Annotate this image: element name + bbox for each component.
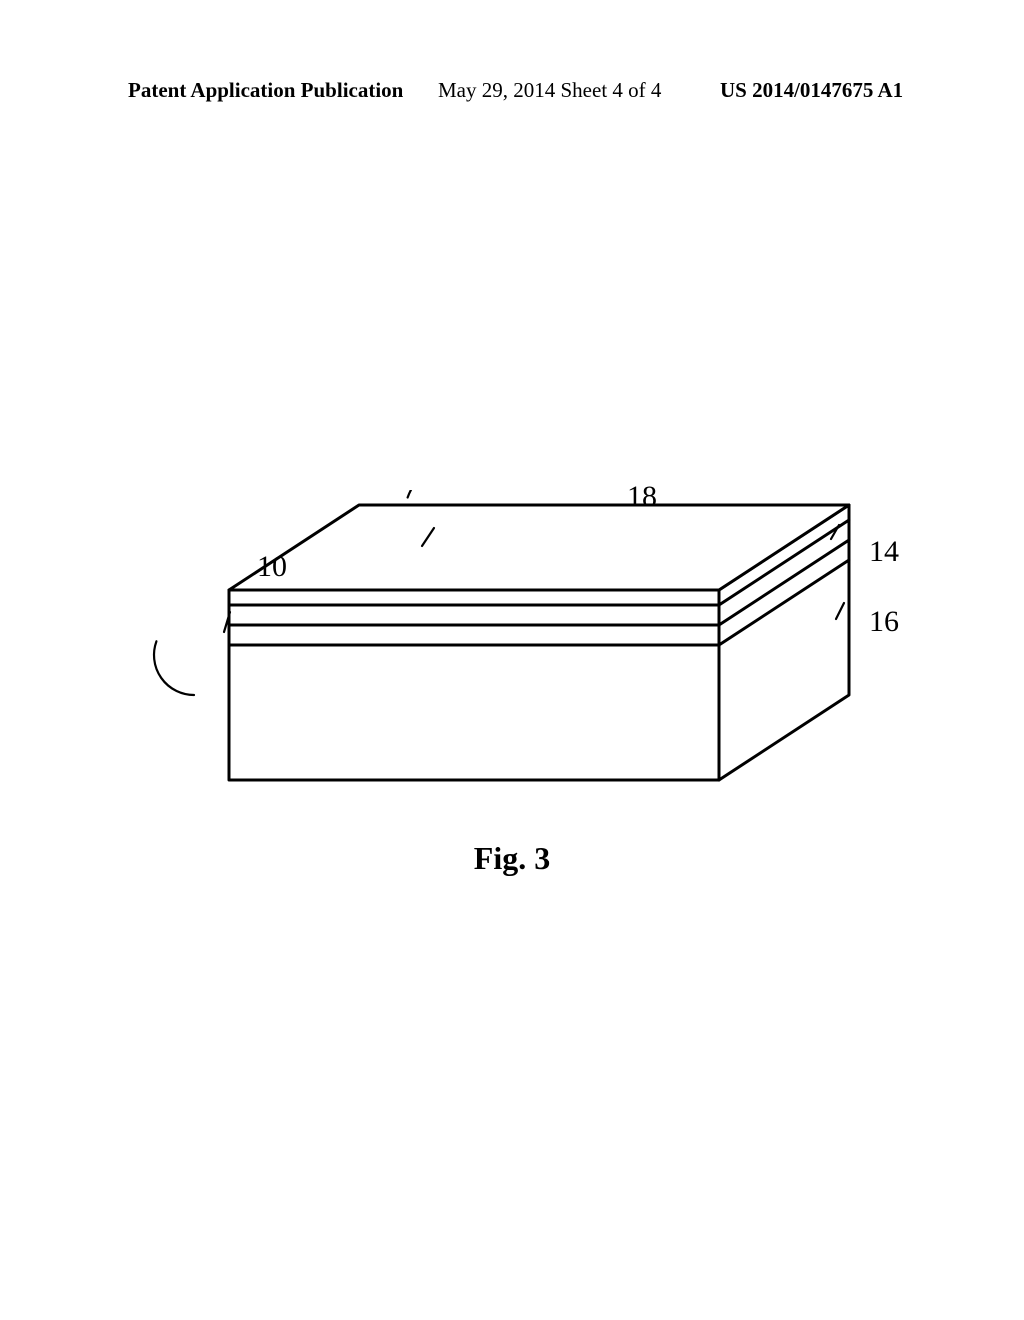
callout-10: 10 <box>257 550 287 584</box>
header-sheet-info: May 29, 2014 Sheet 4 of 4 <box>438 78 661 103</box>
figure-caption: Fig. 3 <box>0 840 1024 877</box>
header-patent-number: US 2014/0147675 A1 <box>720 78 903 103</box>
callout-18: 18 <box>627 480 657 514</box>
callout-16: 16 <box>869 605 899 639</box>
header-publication: Patent Application Publication <box>128 78 403 103</box>
layer-stack-svg <box>149 490 889 820</box>
figure-diagram: 18 10 14 16 <box>0 490 1024 890</box>
callout-14: 14 <box>869 535 899 569</box>
page-header: Patent Application Publication May 29, 2… <box>0 78 1024 108</box>
